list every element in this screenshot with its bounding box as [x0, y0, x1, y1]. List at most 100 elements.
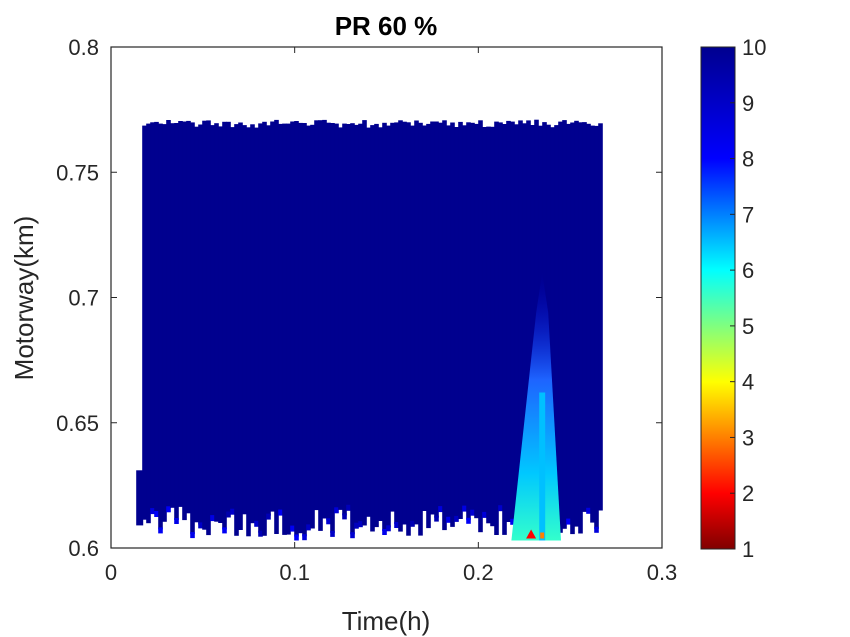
heatmap-strip — [166, 120, 171, 509]
heatmap-strip — [430, 121, 435, 515]
heatmap-fringe — [510, 518, 515, 525]
heatmap-strip — [278, 123, 283, 512]
heatmap-fringe — [294, 534, 299, 541]
heatmap-strip — [198, 124, 203, 525]
heatmap-strip — [258, 123, 263, 533]
heatmap-strip — [386, 125, 391, 528]
heatmap-strip — [206, 120, 211, 536]
heatmap-strip — [330, 123, 335, 533]
heatmap-strip — [406, 122, 411, 536]
heatmap-strip — [254, 127, 259, 523]
heatmap-strip — [194, 126, 199, 523]
y-axis-label: Motorway(km) — [9, 216, 39, 381]
heatmap-strip — [222, 121, 227, 530]
heatmap-strip — [270, 121, 275, 512]
heatmap-strip — [510, 121, 515, 521]
heatmap-fringe — [174, 518, 179, 524]
heatmap-strip — [566, 123, 571, 521]
heatmap-strip — [398, 120, 403, 532]
x-axis-label: Time(h) — [342, 606, 431, 636]
heatmap-strip — [326, 122, 331, 521]
heatmap-strip — [342, 123, 347, 516]
heatmap-strip — [298, 122, 303, 534]
heatmap-strip — [358, 123, 363, 524]
heatmap-strip — [450, 122, 455, 527]
heatmap-fringe — [482, 511, 487, 518]
heatmap-fringe — [306, 524, 311, 531]
heatmap-strip — [214, 123, 219, 522]
heatmap-strip — [334, 123, 339, 510]
heatmap-fringe — [354, 522, 359, 529]
heatmap-strip — [374, 123, 379, 528]
heatmap-fringe — [278, 509, 283, 516]
heatmap-fringe — [350, 532, 355, 539]
heatmap-strip — [310, 124, 315, 529]
heatmap-fringe — [158, 527, 163, 534]
heatmap-strip — [462, 125, 467, 508]
heatmap-fringe — [358, 521, 363, 528]
heatmap-strip — [490, 126, 495, 527]
y-tick-label: 0.6 — [68, 536, 99, 561]
heatmap-fringe — [334, 507, 339, 514]
heatmap-fringe — [454, 515, 459, 522]
heatmap-strip — [370, 125, 375, 532]
heatmap-strip — [350, 123, 355, 535]
heatmap-fringe — [410, 520, 415, 527]
heatmap-strip — [482, 127, 487, 514]
heatmap-strip — [322, 119, 327, 519]
y-tick-label: 0.75 — [56, 160, 99, 185]
heatmap-fringe — [386, 525, 391, 532]
heatmap-strip — [170, 123, 175, 508]
heatmap-fringe — [330, 530, 335, 537]
heatmap-strip — [378, 127, 383, 522]
heatmap-strip — [590, 125, 595, 523]
heatmap-strip — [530, 125, 535, 508]
heatmap-strip — [302, 123, 307, 537]
heatmap-strip — [262, 121, 267, 536]
colorbar-tick-label: 8 — [742, 147, 754, 172]
heatmap-strip — [290, 121, 295, 528]
colorbar-tick-label: 6 — [742, 258, 754, 283]
colorbar-tick-label: 1 — [742, 537, 754, 562]
heatmap-strip — [238, 122, 243, 530]
colorbar-tick-label: 9 — [742, 91, 754, 116]
heatmap-strip — [178, 121, 183, 507]
heatmap-strip — [362, 120, 367, 526]
x-axis-ticks: 0 0.1 0.2 0.3 — [105, 47, 677, 585]
heatmap-strip — [410, 125, 415, 523]
colorbar — [700, 46, 736, 550]
heatmap-fringe — [190, 532, 195, 539]
heatmap-strip — [550, 127, 555, 519]
heatmap-fringe — [566, 518, 571, 525]
heatmap-strip — [282, 123, 287, 535]
heatmap-fringe — [154, 511, 159, 517]
heatmap-strip — [230, 127, 235, 511]
chart-title: PR 60 % — [335, 11, 438, 41]
heatmap-strip — [182, 121, 187, 521]
heatmap-strip — [514, 124, 519, 517]
heatmap-strip — [246, 127, 251, 537]
heatmap-strip — [354, 124, 359, 525]
heatmap-fringe — [266, 513, 271, 520]
heatmap-fringe — [166, 506, 171, 513]
heatmap-strip — [390, 122, 395, 512]
y-tick-label: 0.8 — [68, 35, 99, 60]
colorbar-tick-label: 7 — [742, 202, 754, 227]
heatmap-strip — [142, 125, 147, 520]
heatmap-strip — [418, 122, 423, 536]
heatmap-fringe — [222, 527, 227, 534]
heatmap-fringe — [586, 507, 591, 514]
heatmap-strip — [190, 122, 195, 535]
heatmap-strip — [226, 121, 231, 514]
heatmap-strip — [434, 121, 439, 518]
heatmap-fringe — [150, 508, 155, 515]
heatmap-strip — [554, 125, 559, 516]
heatmap-strip — [570, 122, 575, 535]
heatmap-strip — [442, 120, 447, 531]
heatmap-strip — [598, 123, 603, 511]
heatmap-strip — [306, 125, 311, 527]
heatmap-strip — [402, 121, 407, 525]
heatmap-strip — [146, 123, 151, 524]
heatmap-strip — [586, 123, 591, 510]
